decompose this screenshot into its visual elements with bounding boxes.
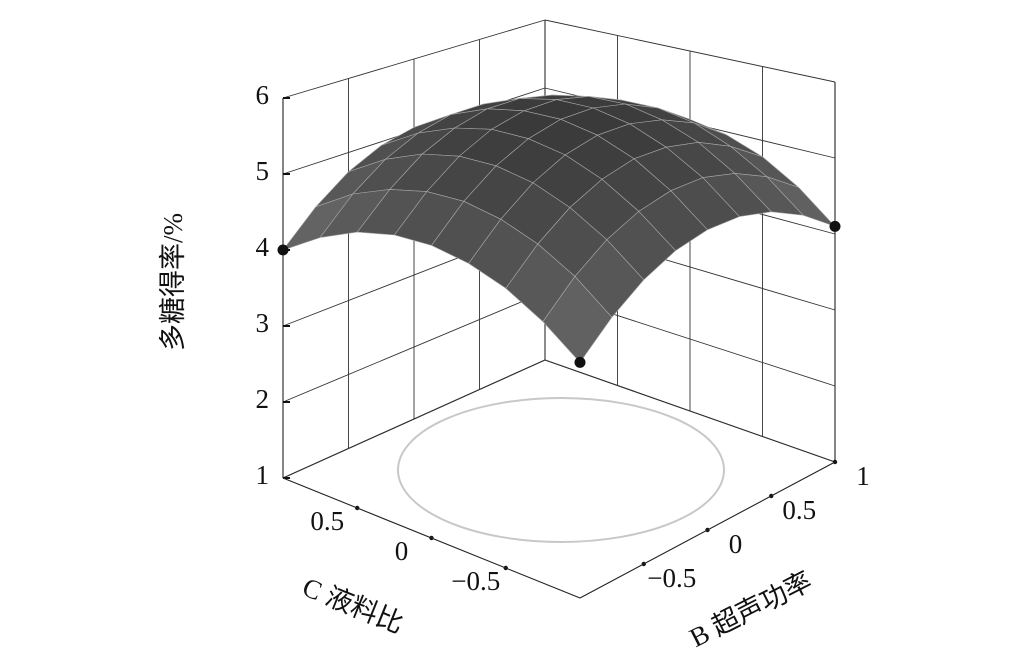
x-tick-label: 0 [395, 536, 409, 566]
floor-edge [282, 477, 581, 599]
x-axis-label: C 液料比 [298, 572, 407, 639]
x-tick-label: 0.5 [310, 506, 344, 536]
design-point [574, 356, 586, 368]
surface-cell [542, 275, 613, 363]
z-axis-label: 多糖得率/% [158, 213, 188, 351]
z-tick-label: 3 [256, 308, 270, 338]
z-tick-label: 2 [256, 384, 270, 414]
z-tick-label: 6 [256, 80, 270, 110]
z-tick-label: 4 [256, 232, 270, 262]
z-tick-label: 5 [256, 156, 270, 186]
y-tick-label: 0 [729, 529, 743, 559]
x-tick-label: −0.5 [451, 566, 500, 596]
axes: 1 2 3 4 5 6 −0.5 0 0.5 1 −0.5 0 0.5 [256, 80, 870, 599]
y-axis-label: B 超声功率 [685, 566, 817, 653]
y-tick-label: 0.5 [782, 495, 816, 525]
z-tick-label: 1 [256, 460, 270, 490]
y-tick-label: −0.5 [647, 563, 696, 593]
y-tick-label: 1 [856, 461, 870, 491]
floor-edge [579, 461, 836, 599]
surface [277, 94, 841, 368]
design-point [829, 220, 841, 232]
contour [397, 397, 725, 543]
